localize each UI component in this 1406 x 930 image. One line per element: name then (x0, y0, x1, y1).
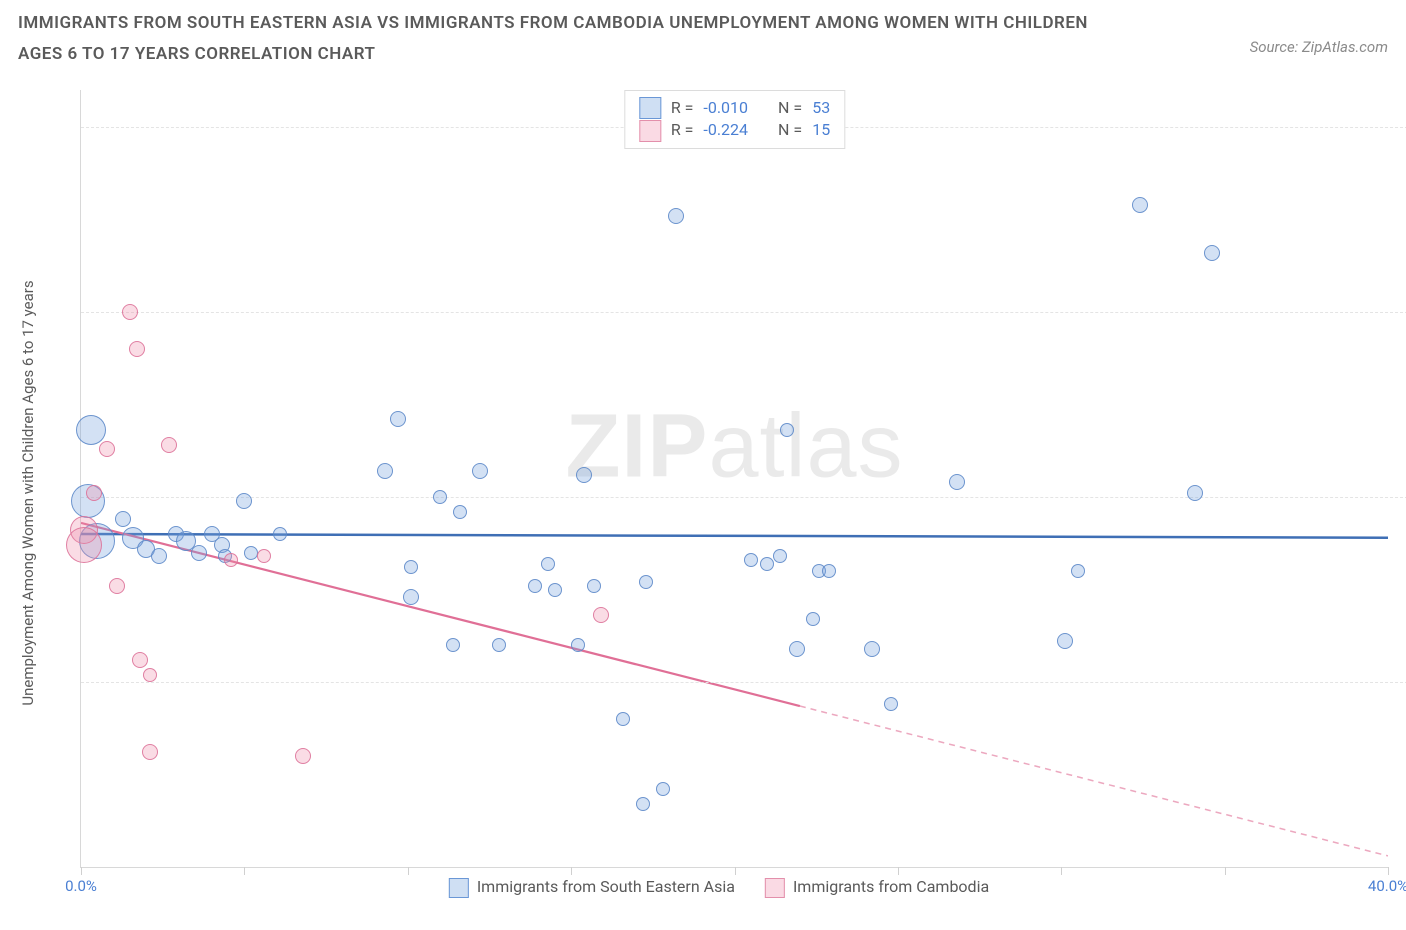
data-point[interactable] (1071, 564, 1085, 578)
data-point[interactable] (587, 579, 601, 593)
legend-series: Immigrants from South Eastern Asia Immigr… (449, 877, 989, 898)
data-point[interactable] (109, 578, 125, 594)
legend-label: Immigrants from Cambodia (793, 877, 989, 896)
legend-item: Immigrants from Cambodia (765, 877, 989, 898)
watermark-atlas: atlas (708, 397, 903, 497)
data-point[interactable] (492, 638, 506, 652)
data-point[interactable] (773, 549, 787, 563)
source-label: Source: ZipAtlas.com (1250, 38, 1388, 56)
data-point[interactable] (548, 583, 562, 597)
data-point[interactable] (822, 564, 836, 578)
data-point[interactable] (884, 697, 898, 711)
legend-n-label: N = (778, 119, 802, 141)
legend-n-label: N = (778, 97, 802, 119)
trend-line-extrapolated (800, 706, 1388, 856)
data-point[interactable] (86, 485, 102, 501)
x-tick (408, 867, 409, 875)
data-point[interactable] (295, 748, 311, 764)
legend-r-label: R = (671, 119, 694, 141)
legend-n-value: 15 (812, 119, 830, 141)
legend-label: Immigrants from South Eastern Asia (477, 877, 735, 896)
data-point[interactable] (446, 638, 460, 652)
data-point[interactable] (99, 441, 115, 457)
data-point[interactable] (1057, 633, 1073, 649)
data-point[interactable] (403, 589, 419, 605)
x-tick (1061, 867, 1062, 875)
x-tick (1388, 867, 1389, 875)
legend-swatch (449, 878, 469, 898)
data-point[interactable] (593, 607, 609, 623)
x-tick-label: 40.0% (1368, 877, 1406, 895)
gridline (81, 312, 1406, 313)
data-point[interactable] (273, 527, 287, 541)
data-point[interactable] (744, 553, 758, 567)
legend-swatch (639, 120, 661, 142)
data-point[interactable] (224, 553, 238, 567)
data-point[interactable] (143, 668, 157, 682)
data-point[interactable] (1132, 197, 1148, 213)
legend-r-label: R = (671, 97, 694, 119)
data-point[interactable] (377, 463, 393, 479)
data-point[interactable] (122, 304, 138, 320)
watermark: ZIPatlas (565, 396, 903, 499)
data-point[interactable] (151, 548, 167, 564)
data-point[interactable] (864, 641, 880, 657)
data-point[interactable] (257, 549, 271, 563)
data-point[interactable] (129, 341, 145, 357)
legend-swatch (639, 97, 661, 119)
x-tick (571, 867, 572, 875)
legend-stat-row: R = -0.224 N = 15 (639, 119, 830, 141)
data-point[interactable] (66, 527, 102, 563)
x-tick (898, 867, 899, 875)
data-point[interactable] (780, 423, 794, 437)
data-point[interactable] (236, 493, 252, 509)
data-point[interactable] (433, 490, 447, 504)
data-point[interactable] (668, 208, 684, 224)
data-point[interactable] (806, 612, 820, 626)
data-point[interactable] (76, 415, 106, 445)
legend-r-value: -0.010 (703, 97, 748, 119)
chart-container: Unemployment Among Women with Children A… (50, 90, 1388, 896)
data-point[interactable] (132, 652, 148, 668)
x-tick (81, 867, 82, 875)
data-point[interactable] (949, 474, 965, 490)
x-tick-label: 0.0% (65, 877, 97, 895)
x-tick (244, 867, 245, 875)
x-tick (1225, 867, 1226, 875)
data-point[interactable] (244, 546, 258, 560)
data-point[interactable] (541, 557, 555, 571)
legend-swatch (765, 878, 785, 898)
data-point[interactable] (571, 638, 585, 652)
data-point[interactable] (639, 575, 653, 589)
data-point[interactable] (789, 641, 805, 657)
data-point[interactable] (1204, 245, 1220, 261)
trend-lines (81, 90, 1388, 867)
data-point[interactable] (656, 782, 670, 796)
data-point[interactable] (161, 437, 177, 453)
data-point[interactable] (404, 560, 418, 574)
data-point[interactable] (576, 467, 592, 483)
plot-area: ZIPatlas R =-0.010N =53R =-0.224N =15 5.… (80, 90, 1388, 868)
data-point[interactable] (142, 744, 158, 760)
legend-r-value: -0.224 (703, 119, 748, 141)
data-point[interactable] (390, 411, 406, 427)
data-point[interactable] (616, 712, 630, 726)
gridline (81, 682, 1406, 683)
data-point[interactable] (1187, 485, 1203, 501)
y-axis-label: Unemployment Among Women with Children A… (19, 280, 37, 705)
legend-item: Immigrants from South Eastern Asia (449, 877, 735, 898)
data-point[interactable] (528, 579, 542, 593)
data-point[interactable] (760, 557, 774, 571)
chart-title: IMMIGRANTS FROM SOUTH EASTERN ASIA VS IM… (18, 8, 1118, 69)
data-point[interactable] (191, 545, 207, 561)
gridline (81, 497, 1406, 498)
data-point[interactable] (453, 505, 467, 519)
x-tick (735, 867, 736, 875)
data-point[interactable] (472, 463, 488, 479)
data-point[interactable] (636, 797, 650, 811)
legend-stat-row: R = -0.010 N = 53 (639, 97, 830, 119)
data-point[interactable] (115, 511, 131, 527)
legend-stats: R = -0.010 N = 53 R = -0.224 N = 15 (624, 90, 845, 149)
legend-n-value: 53 (812, 97, 830, 119)
